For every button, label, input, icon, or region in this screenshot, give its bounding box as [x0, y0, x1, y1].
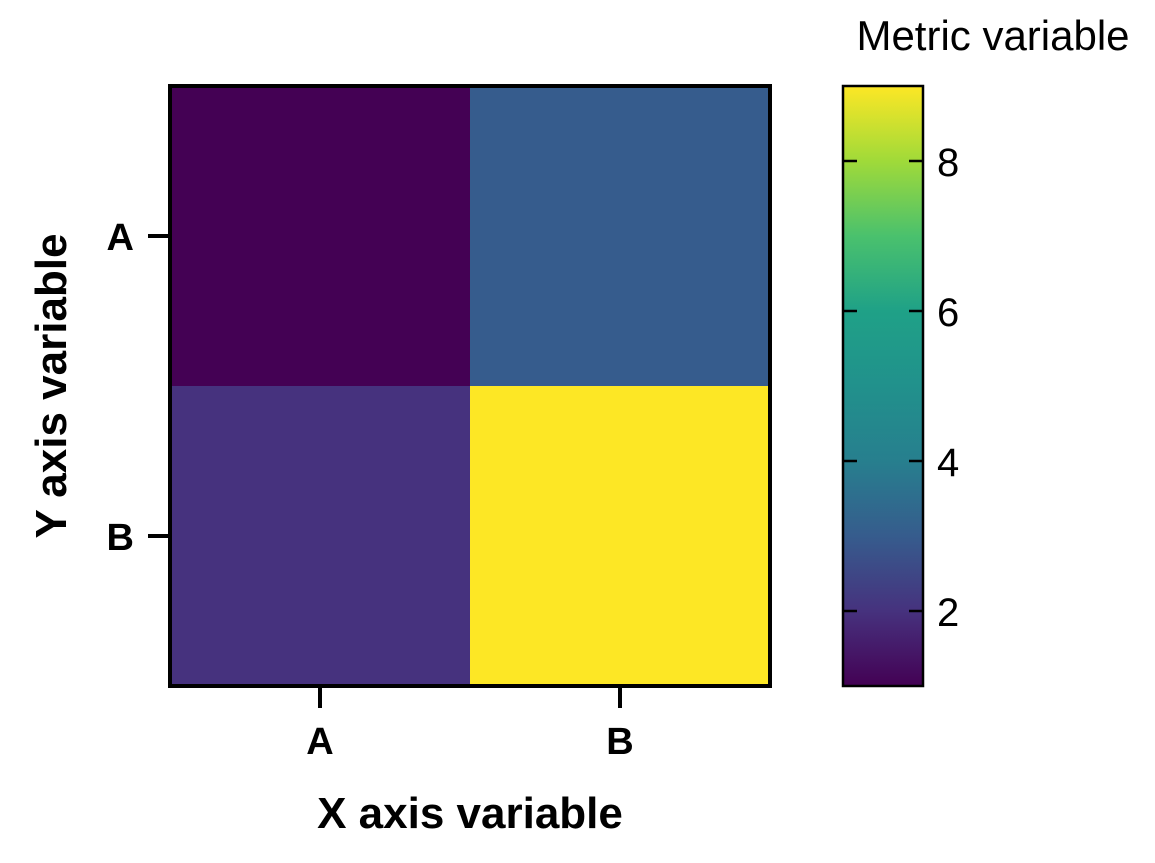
heatmap-cells [170, 86, 771, 687]
colorbar-tick-label: 8 [937, 141, 959, 185]
heatmap-cell-b-b [470, 386, 771, 687]
heatmap-cell-b-a [170, 386, 471, 687]
y-tick-label: A [107, 217, 134, 259]
y-axis-title: Y axis variable [27, 234, 76, 539]
colorbar-title: Metric variable [856, 12, 1129, 59]
heatmap-cell-a-b [470, 86, 771, 387]
colorbar-tick-label: 2 [937, 591, 959, 635]
y-axis-ticks: AB [107, 217, 170, 559]
y-tick-label: B [107, 517, 134, 559]
colorbar-tick-label: 6 [937, 291, 959, 335]
x-tick-label: B [606, 721, 633, 763]
x-tick-label: A [306, 721, 333, 763]
colorbar-tick-label: 4 [937, 441, 959, 485]
x-axis-title: X axis variable [317, 789, 623, 838]
colorbar [841, 84, 925, 688]
plot-frame [168, 84, 772, 688]
colorbar-ticks: 2 4 6 8 [843, 141, 959, 635]
heatmap-cell-a-a [170, 86, 471, 387]
